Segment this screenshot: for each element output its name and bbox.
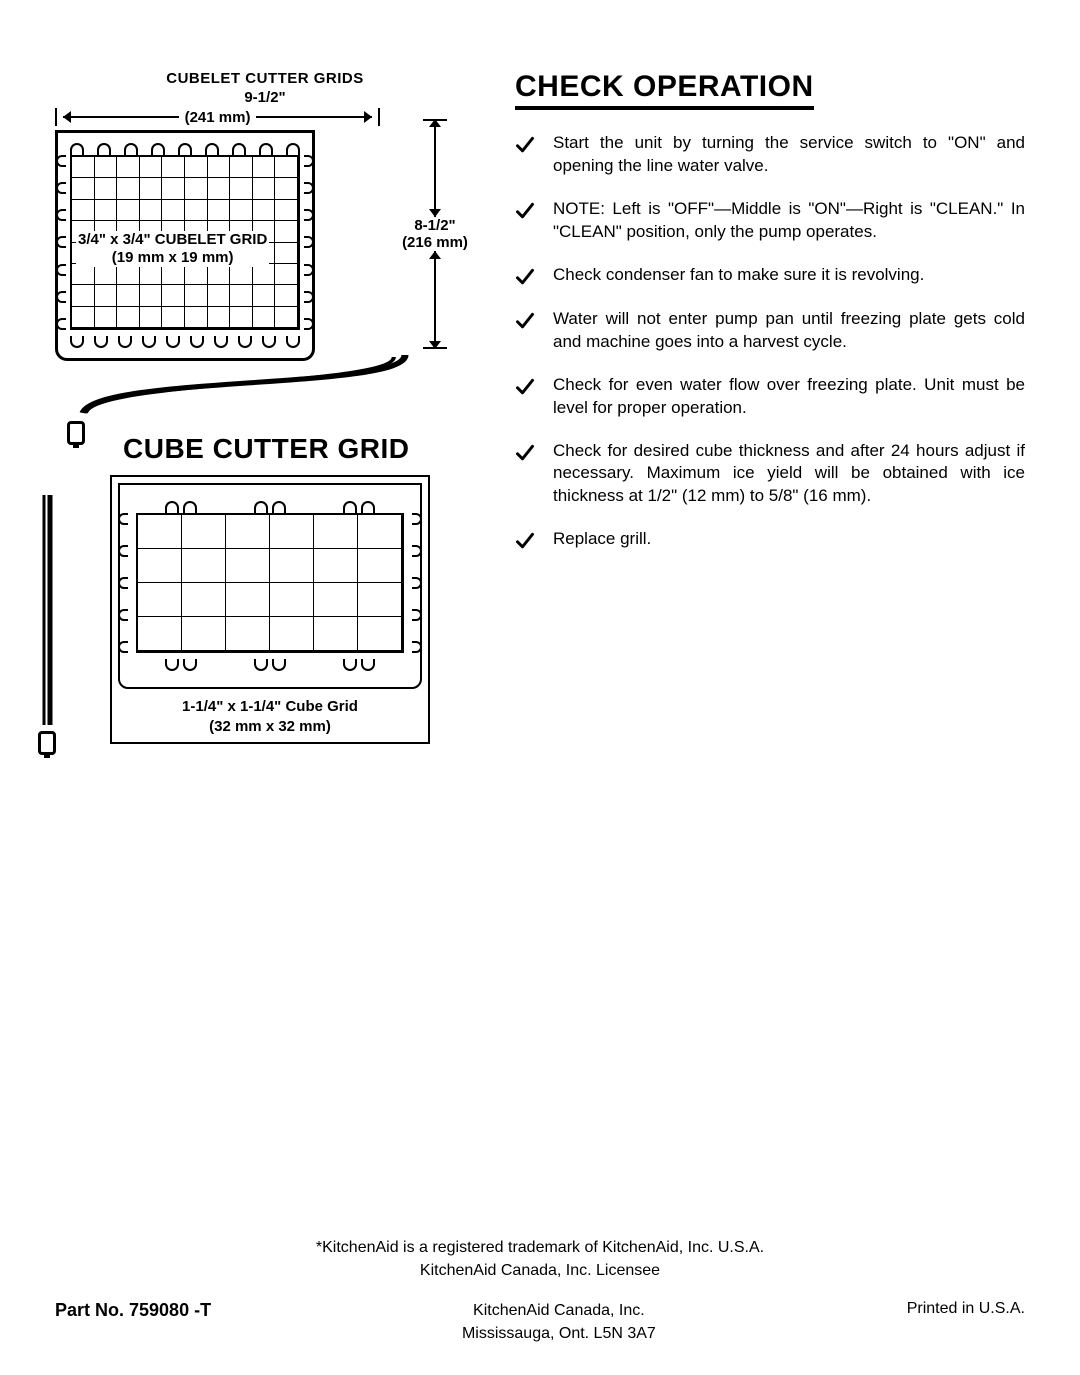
- checkmark-icon: [515, 376, 535, 398]
- footer-trademark-line2: KitchenAid Canada, Inc. Licensee: [420, 1262, 660, 1279]
- checkmark-icon: [515, 134, 535, 156]
- footer-company: KitchenAid Canada, Inc. Mississauga, Ont…: [462, 1300, 656, 1345]
- check-item-text: Water will not enter pump pan until free…: [553, 308, 1025, 354]
- cube-grid-box: [118, 483, 422, 689]
- checkmark-icon: [515, 530, 535, 552]
- footer-part-no: Part No. 759080 -T: [55, 1300, 211, 1321]
- checkmark-icon: [515, 310, 535, 332]
- checkmark-icon: [515, 266, 535, 288]
- cube-top-loops: [136, 501, 404, 513]
- cube-side-loops-left: [118, 513, 128, 653]
- checkmark-icon: [515, 200, 535, 222]
- cubelet-height-in: 8-1/2": [414, 217, 455, 234]
- cube-plug-icon: [38, 731, 56, 755]
- check-item: Water will not enter pump pan until free…: [515, 308, 1025, 354]
- cubelet-side-loops-right: [304, 155, 314, 330]
- check-item: NOTE: Left is "OFF"—Middle is "ON"—Right…: [515, 198, 1025, 244]
- check-item-text: Check for desired cube thickness and aft…: [553, 440, 1025, 509]
- left-column: CUBELET CUTTER GRIDS 9-1/2" (241 mm): [55, 70, 475, 744]
- cubelet-side-loops-left: [56, 155, 66, 330]
- footer-trademark: *KitchenAid is a registered trademark of…: [55, 1237, 1025, 1282]
- cubelet-inner-label: 3/4" x 3/4" CUBELET GRID (19 mm x 19 mm): [76, 231, 269, 267]
- right-column: CHECK OPERATION Start the unit by turnin…: [515, 70, 1025, 744]
- cubelet-inner-line2: (19 mm x 19 mm): [112, 249, 234, 266]
- footer: *KitchenAid is a registered trademark of…: [55, 1237, 1025, 1345]
- check-item-text: Replace grill.: [553, 528, 1025, 552]
- cubelet-title: CUBELET CUTTER GRIDS: [55, 70, 475, 87]
- cubelet-height-mm: (216 mm): [402, 234, 468, 251]
- check-item: Replace grill.: [515, 528, 1025, 552]
- cubelet-width-mm: (241 mm): [185, 109, 251, 126]
- cubelet-height-dim: 8-1/2" (216 mm): [395, 119, 475, 349]
- check-item-text: Check condenser fan to make sure it is r…: [553, 264, 1025, 288]
- checkmark-icon: [515, 442, 535, 464]
- footer-trademark-line1: *KitchenAid is a registered trademark of…: [316, 1239, 764, 1256]
- check-item: Check condenser fan to make sure it is r…: [515, 264, 1025, 288]
- cube-side-loops-right: [412, 513, 422, 653]
- footer-printed: Printed in U.S.A.: [907, 1300, 1025, 1318]
- cube-grid: [136, 513, 404, 653]
- cubelet-width-in: 9-1/2": [55, 89, 475, 106]
- cubelet-connector: [55, 355, 475, 425]
- cubelet-top-loops: [70, 143, 300, 155]
- check-item: Check for desired cube thickness and aft…: [515, 440, 1025, 509]
- cubelet-inner-line1: 3/4" x 3/4" CUBELET GRID: [78, 231, 267, 248]
- cubelet-width-dim: (241 mm): [55, 108, 380, 126]
- footer-company-line2: Mississauga, Ont. L5N 3A7: [462, 1325, 656, 1342]
- cube-inner-line2: (32 mm x 32 mm): [209, 718, 331, 735]
- footer-company-line1: KitchenAid Canada, Inc.: [473, 1302, 645, 1319]
- cubelet-grid-box: 3/4" x 3/4" CUBELET GRID (19 mm x 19 mm): [55, 130, 315, 361]
- cube-connector: [35, 495, 65, 755]
- cube-bottom-loops: [136, 659, 404, 671]
- check-item-text: Check for even water flow over freezing …: [553, 374, 1025, 420]
- check-item: Check for even water flow over freezing …: [515, 374, 1025, 420]
- cubelet-plug-icon: [67, 421, 85, 445]
- cube-inner-label: 1-1/4" x 1-1/4" Cube Grid (32 mm x 32 mm…: [118, 697, 422, 736]
- check-item: Start the unit by turning the service sw…: [515, 132, 1025, 178]
- check-item-text: Start the unit by turning the service sw…: [553, 132, 1025, 178]
- cubelet-bottom-loops: [70, 336, 300, 348]
- cube-grid-box-outer: 1-1/4" x 1-1/4" Cube Grid (32 mm x 32 mm…: [110, 475, 430, 744]
- cube-inner-line1: 1-1/4" x 1-1/4" Cube Grid: [182, 698, 358, 715]
- check-operation-title: CHECK OPERATION: [515, 70, 814, 110]
- check-list: Start the unit by turning the service sw…: [515, 132, 1025, 552]
- cube-title: CUBE CUTTER GRID: [123, 433, 409, 465]
- check-item-text: NOTE: Left is "OFF"—Middle is "ON"—Right…: [553, 198, 1025, 244]
